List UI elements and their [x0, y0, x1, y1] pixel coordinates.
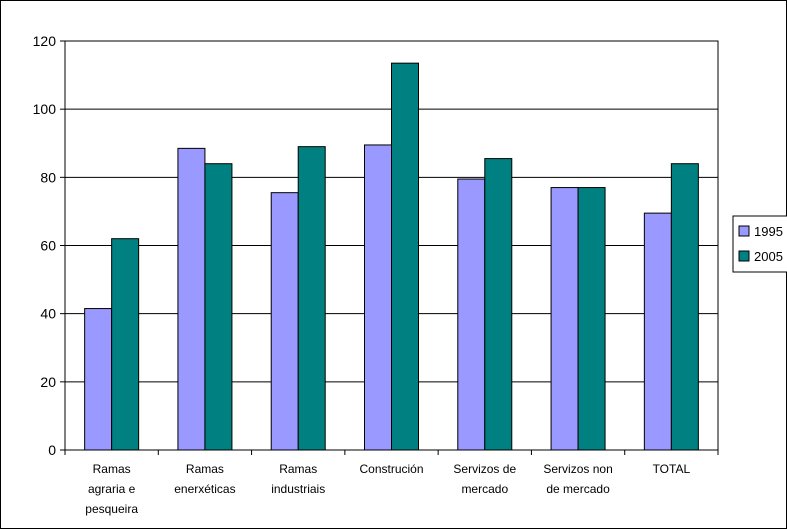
- bar-2005-5: [577, 187, 606, 451]
- x-category-label: Construción: [359, 462, 423, 476]
- y-tick-label: 60: [40, 238, 56, 254]
- bar-1995-1: [177, 147, 206, 451]
- x-category-label: Servizos non: [543, 462, 612, 476]
- x-category-label: Servizos de: [453, 462, 516, 476]
- y-tick-label: 20: [40, 374, 56, 390]
- bar-2005-6: [670, 163, 699, 451]
- bar-2005-4: [484, 158, 513, 451]
- bar-1995-6: [643, 212, 672, 451]
- bar-1995-3: [364, 144, 392, 451]
- legend-label: 2005: [754, 249, 783, 264]
- x-category-label: agraria e: [88, 482, 136, 496]
- y-tick-label: 80: [40, 169, 56, 185]
- bar-1995-2: [270, 192, 299, 451]
- y-tick-label: 120: [33, 33, 57, 49]
- x-category-label: TOTAL: [653, 462, 691, 476]
- x-category-label: Ramas: [186, 462, 224, 476]
- y-tick-label: 40: [40, 306, 56, 322]
- bar-2005-0: [111, 238, 140, 451]
- bar-1995-5: [550, 187, 579, 451]
- x-category-label: de mercado: [546, 482, 610, 496]
- bar-2005-1: [204, 163, 233, 451]
- legend-label: 1995: [754, 224, 783, 239]
- x-category-label: Ramas: [93, 462, 131, 476]
- legend-swatch-1995: [738, 225, 750, 237]
- legend-box: [732, 215, 787, 273]
- x-category-label: mercado: [461, 482, 508, 496]
- bar-1995-4: [457, 178, 486, 451]
- bar-2005-2: [297, 146, 326, 451]
- x-category-label: Ramas: [279, 462, 317, 476]
- y-tick-label: 100: [33, 101, 57, 117]
- y-tick-label: 0: [48, 442, 56, 458]
- x-category-label: pesqueira: [85, 502, 138, 516]
- x-category-label: industriais: [271, 482, 325, 496]
- bar-1995-0: [84, 308, 113, 451]
- legend-swatch-2005: [738, 250, 750, 262]
- x-category-label: enerxéticas: [174, 482, 235, 496]
- bar-2005-3: [391, 62, 419, 451]
